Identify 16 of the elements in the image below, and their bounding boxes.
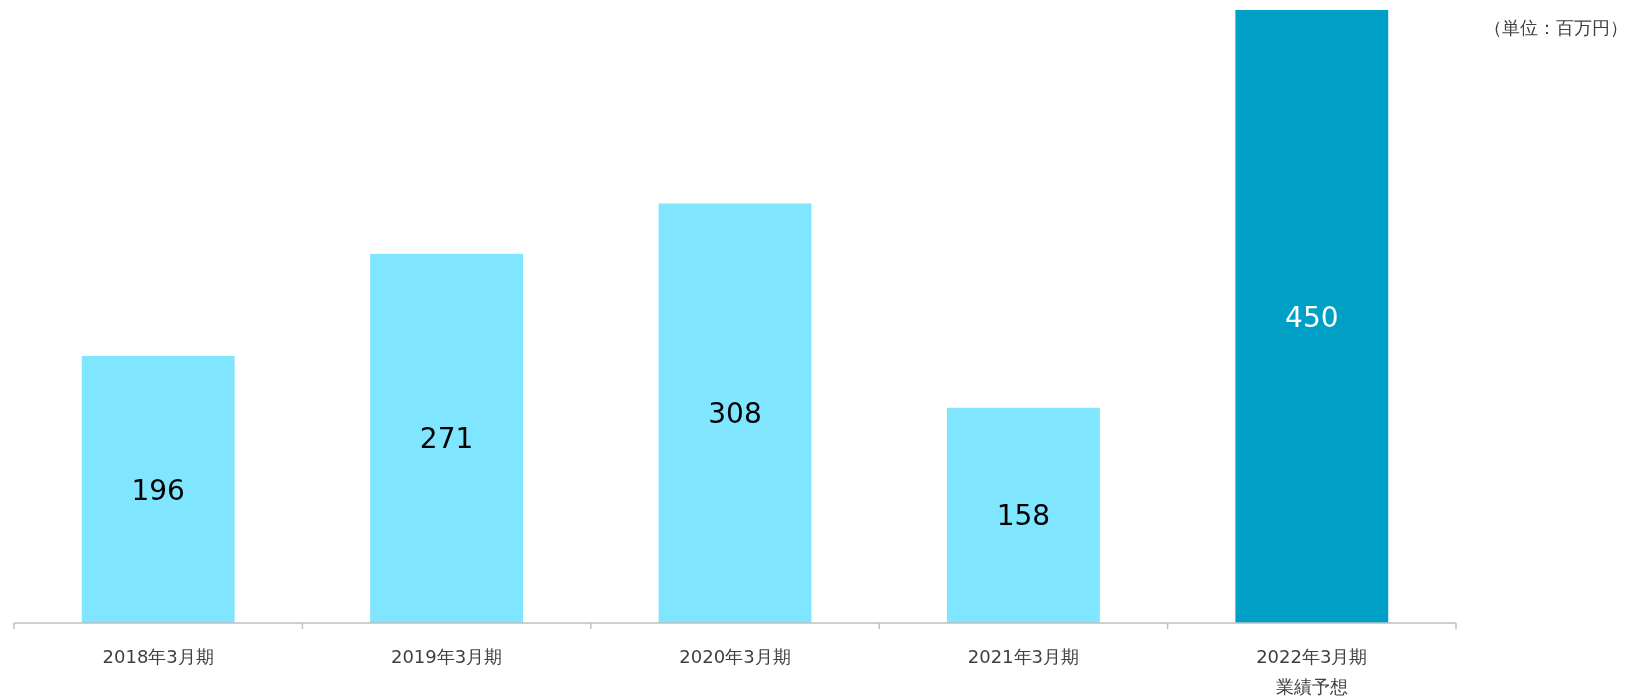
data-label: 450 [1285, 300, 1339, 334]
bar [81, 356, 235, 623]
data-label: 158 [996, 499, 1051, 533]
bar [658, 203, 812, 623]
data-label: 196 [131, 473, 185, 507]
x-tick-label: 2022年3月期業績予想 [1256, 646, 1368, 697]
bar [946, 407, 1100, 623]
data-label: 271 [419, 422, 474, 456]
x-tick-label: 2021年3月期 [967, 646, 1080, 667]
x-tick-label: 2019年3月期 [390, 646, 503, 667]
x-tick-label: 2018年3月期 [102, 646, 214, 667]
data-label: 308 [708, 397, 762, 431]
text: （単位：百万円） [1484, 17, 1628, 38]
x-tick-label: 2020年3月期 [679, 646, 791, 667]
bar [370, 253, 524, 623]
bar [1235, 10, 1389, 623]
